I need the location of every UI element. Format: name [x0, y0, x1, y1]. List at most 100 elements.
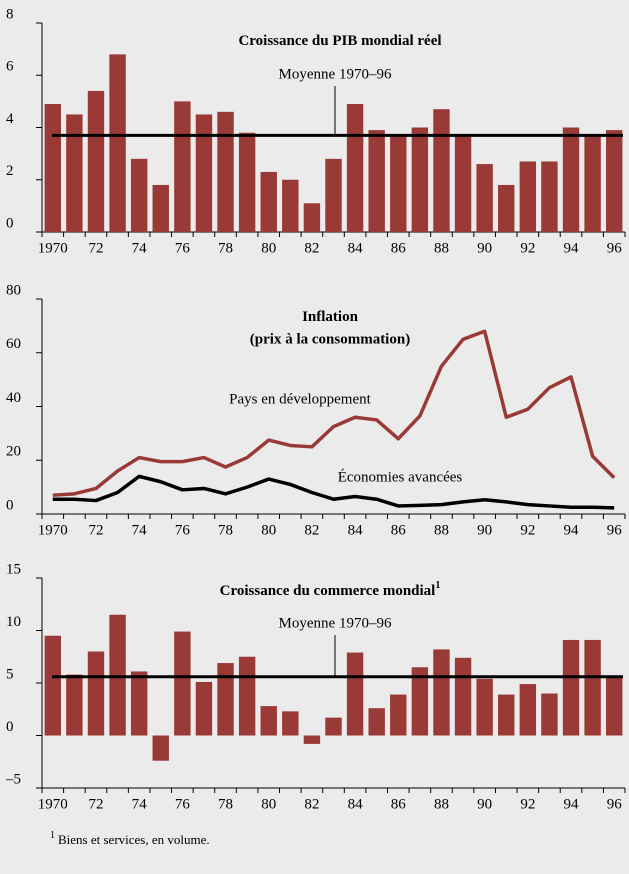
- bar: [454, 135, 472, 232]
- y-tick-label: 60: [6, 336, 21, 352]
- bar: [476, 164, 493, 232]
- bar: [195, 681, 213, 736]
- x-tick-label: 76: [175, 240, 191, 256]
- bar: [282, 179, 299, 232]
- x-tick-label: 74: [132, 240, 148, 256]
- x-tick-label: 74: [132, 522, 148, 538]
- x-tick-label: 96: [607, 240, 623, 256]
- x-tick-label: 1970: [38, 240, 68, 256]
- x-tick-label: 88: [434, 522, 449, 538]
- x-tick-label: 76: [175, 522, 191, 538]
- y-tick-label: –5: [5, 771, 21, 787]
- bar: [584, 639, 601, 736]
- x-tick-label: 86: [391, 796, 407, 812]
- x-tick-label: 84: [348, 522, 364, 538]
- bar: [260, 706, 277, 736]
- footnote-marker: 1: [50, 830, 55, 841]
- bar: [541, 161, 558, 232]
- y-tick-label: 80: [6, 282, 21, 298]
- bar: [562, 639, 580, 736]
- title-text: Inflation: [302, 309, 359, 325]
- x-tick-label: 72: [88, 796, 103, 812]
- footnote-text: Biens et services, en volume.: [58, 832, 210, 847]
- bar: [238, 656, 256, 736]
- bar: [130, 158, 148, 232]
- x-tick-label: 88: [434, 240, 449, 256]
- x-tick-label: 84: [348, 240, 364, 256]
- chart-subtitle: (prix à la consommation): [250, 331, 410, 347]
- bar: [562, 127, 580, 232]
- bar: [44, 635, 62, 736]
- x-tick-label: 90: [477, 796, 492, 812]
- bar: [325, 717, 342, 736]
- bar: [346, 652, 364, 736]
- x-tick-label: 94: [564, 796, 580, 812]
- title-text: Croissance du commerce mondial: [220, 583, 436, 599]
- bar: [605, 676, 623, 736]
- bar: [152, 735, 169, 761]
- y-tick-label: 0: [6, 719, 14, 735]
- bar: [303, 203, 321, 232]
- y-tick-label: 2: [6, 163, 14, 179]
- x-tick-label: 84: [348, 796, 364, 812]
- x-tick-label: 74: [132, 796, 148, 812]
- series-line: [52, 329, 616, 497]
- y-tick-label: 8: [6, 6, 14, 22]
- bar: [368, 130, 385, 232]
- bar: [217, 663, 234, 736]
- x-tick-label: 88: [434, 796, 449, 812]
- bar: [346, 103, 364, 232]
- x-tick-label: 90: [477, 240, 492, 256]
- bar: [66, 114, 83, 232]
- y-tick-label: 40: [6, 390, 21, 406]
- x-tick-label: 80: [261, 240, 276, 256]
- bar: [87, 90, 105, 232]
- bar: [519, 684, 537, 736]
- title-marker: 1: [435, 580, 440, 591]
- bar: [498, 694, 515, 736]
- y-tick-label: 20: [6, 444, 21, 460]
- x-tick-label: 1970: [38, 796, 68, 812]
- bar: [433, 649, 450, 736]
- x-tick-label: 86: [391, 522, 407, 538]
- x-tick-label: 72: [88, 522, 103, 538]
- y-tick-label: 5: [6, 666, 14, 682]
- bar: [44, 103, 62, 232]
- x-tick-label: 82: [304, 796, 319, 812]
- bar: [282, 711, 299, 736]
- bar: [260, 171, 277, 232]
- x-tick-label: 78: [218, 796, 233, 812]
- x-tick-label: 94: [564, 522, 580, 538]
- footnote: 1 Biens et services, en volume.: [50, 830, 210, 847]
- bar: [109, 54, 126, 232]
- bar: [87, 651, 105, 736]
- y-tick-label: 6: [6, 59, 14, 75]
- series-label: Pays en développement: [229, 391, 371, 407]
- bar: [390, 694, 407, 736]
- bar: [411, 667, 429, 736]
- mean-label: Moyenne 1970–96: [279, 66, 392, 82]
- x-tick-label: 82: [304, 240, 319, 256]
- bar: [605, 130, 623, 232]
- mean-label: Moyenne 1970–96: [279, 615, 392, 631]
- series-label: Économies avancées: [338, 468, 463, 485]
- x-tick-label: 96: [607, 522, 623, 538]
- bar: [174, 101, 191, 232]
- x-tick-label: 92: [520, 522, 535, 538]
- bar: [390, 135, 407, 232]
- x-tick-label: 92: [520, 240, 535, 256]
- bar: [454, 657, 472, 736]
- x-tick-label: 72: [88, 240, 103, 256]
- x-tick-label: 92: [520, 796, 535, 812]
- y-tick-label: 0: [6, 215, 14, 231]
- bar: [174, 631, 191, 736]
- bar: [130, 671, 148, 736]
- bar: [584, 135, 601, 232]
- bar: [411, 127, 429, 232]
- bar: [109, 614, 126, 736]
- series-line: [52, 474, 615, 510]
- bar: [541, 693, 558, 736]
- x-tick-label: 80: [261, 522, 276, 538]
- bar: [498, 184, 515, 232]
